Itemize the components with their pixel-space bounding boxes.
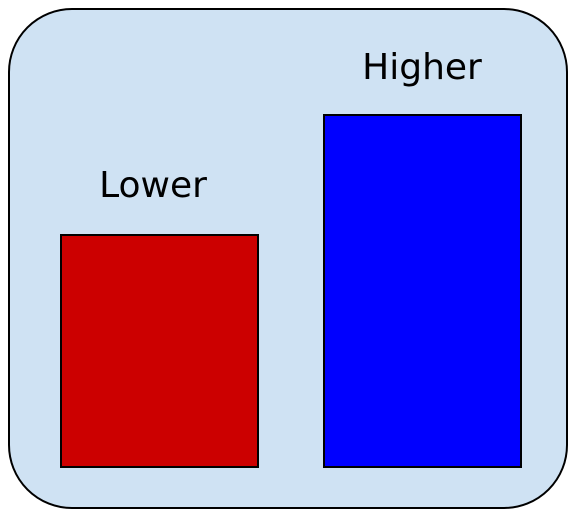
higher-bar (323, 114, 522, 468)
lower-label: Lower (99, 165, 207, 206)
higher-label: Higher (362, 47, 482, 88)
lower-bar (60, 234, 259, 468)
